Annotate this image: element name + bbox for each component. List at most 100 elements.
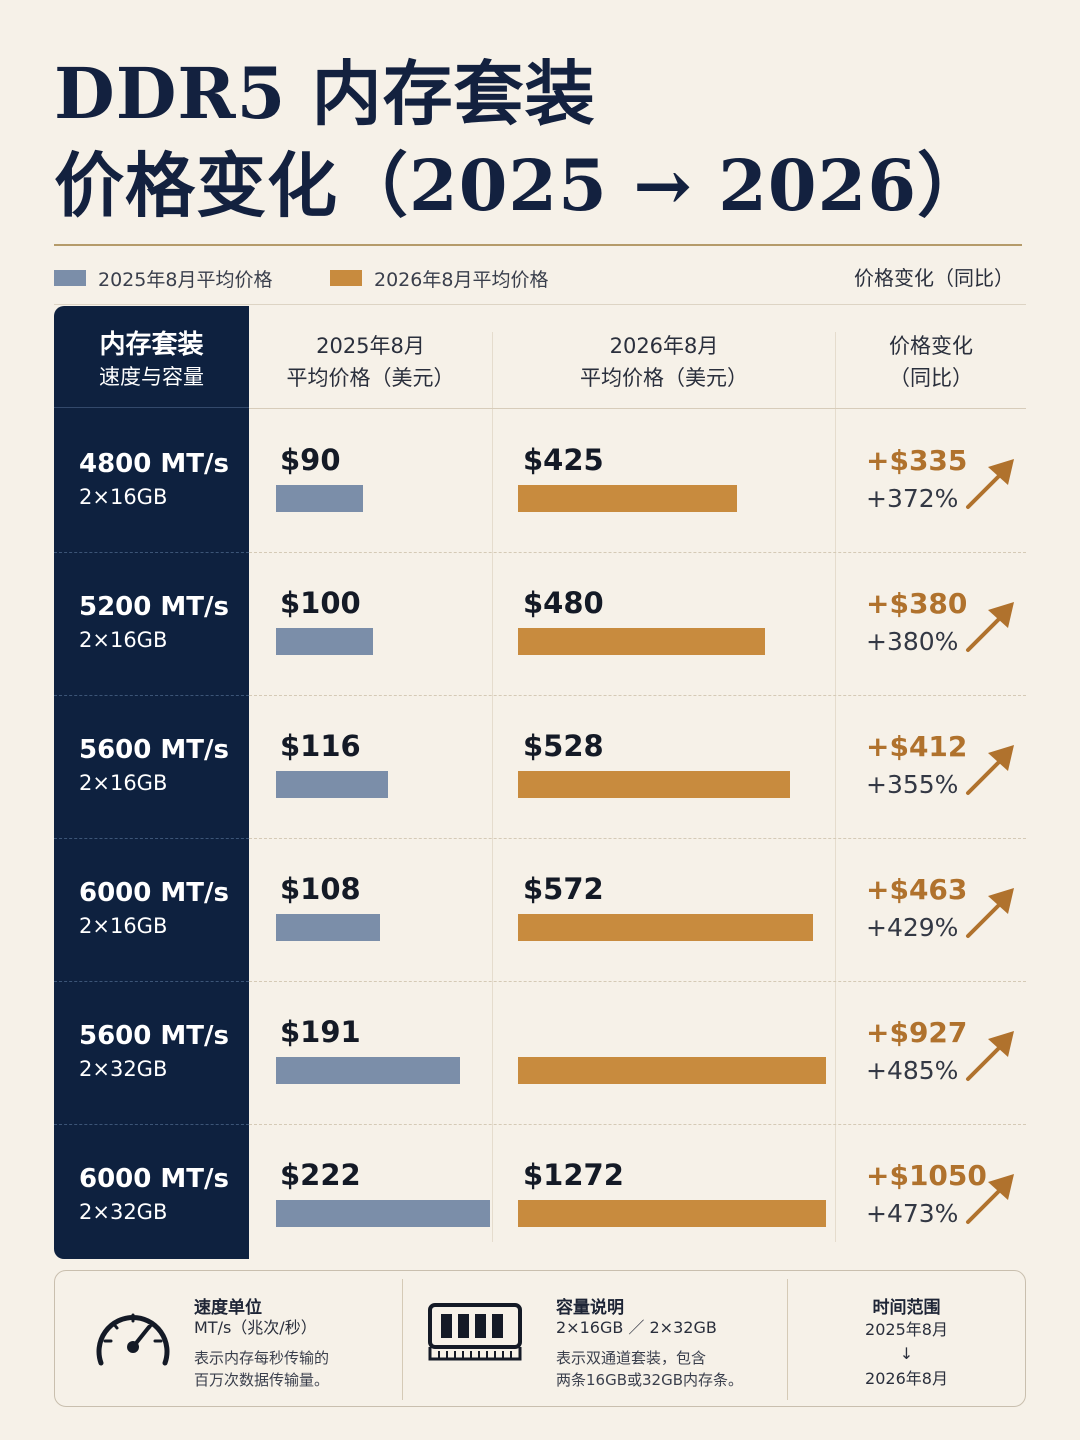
legend-label-2025: 2025年8月平均价格 — [98, 268, 273, 291]
speed-unit-desc-1: 表示内存每秒传输的 — [194, 1349, 330, 1367]
legend-item-2026: 2026年8月平均价格 — [330, 262, 548, 294]
kit-capacity: 2×16GB — [79, 914, 168, 938]
change-percent: +380% — [866, 627, 959, 656]
trend-up-arrow-icon — [966, 1174, 1014, 1224]
trend-up-arrow-icon — [966, 888, 1014, 938]
row-divider — [249, 981, 1026, 982]
header-2026-line2: 平均价格（美元） — [580, 366, 748, 390]
kit-speed: 6000 MT/s — [79, 878, 229, 908]
header-2026-line1: 2026年8月 — [609, 334, 719, 358]
price-label-2026: $480 — [523, 586, 604, 620]
footer-legend-box: 速度单位 MT/s（兆次/秒） 表示内存每秒传输的 百万次数据传输量。 容量说明… — [54, 1270, 1026, 1407]
kit-header-title: 内存套装 — [99, 330, 204, 360]
bar-2025 — [276, 628, 373, 655]
bar-2026 — [518, 485, 737, 512]
trend-up-arrow-icon — [966, 1031, 1014, 1081]
kit-row-divider — [54, 838, 249, 839]
kit-column: 内存套装 速度与容量 4800 MT/s 2×16GB 5200 MT/s 2×16G… — [54, 306, 249, 1259]
kit-speed: 4800 MT/s — [79, 449, 229, 479]
price-label-2025: $191 — [280, 1015, 361, 1049]
kit-capacity: 2×16GB — [79, 628, 168, 652]
change-amount: +$412 — [866, 730, 968, 763]
bar-2025 — [276, 1057, 460, 1084]
kit-header-subtitle: 速度与容量 — [99, 365, 204, 389]
time-range-from: 2025年8月 — [865, 1320, 948, 1339]
row-divider — [249, 552, 1026, 553]
price-label-2026: $425 — [523, 443, 604, 477]
price-label-2026: $528 — [523, 729, 604, 763]
legend-change-label: 价格变化（同比） — [854, 266, 1014, 290]
header-2025-line1: 2025年8月 — [316, 334, 425, 358]
kit-cell: 4800 MT/s 2×16GB — [54, 409, 249, 552]
row-divider — [249, 1124, 1026, 1125]
kit-capacity: 2×16GB — [79, 485, 168, 509]
bar-2025 — [276, 914, 380, 941]
header-change-line2: （同比） — [889, 366, 973, 390]
price-label-2026: $1272 — [523, 1158, 624, 1192]
speedometer-icon — [96, 1313, 170, 1366]
change-amount: +$927 — [866, 1016, 968, 1049]
kit-cell: 6000 MT/s 2×16GB — [54, 838, 249, 981]
header-2025-line2: 平均价格（美元） — [286, 366, 455, 390]
legend-swatch-2025 — [54, 270, 86, 286]
kit-speed: 6000 MT/s — [79, 1164, 229, 1194]
speed-unit-title: 速度单位 — [194, 1298, 262, 1318]
speed-unit-value: MT/s（兆次/秒） — [194, 1318, 317, 1337]
capacity-value: 2×16GB ／ 2×32GB — [556, 1318, 717, 1337]
change-percent: +485% — [866, 1056, 959, 1085]
bar-2026 — [518, 1057, 826, 1084]
price-label-2025: $108 — [280, 872, 361, 906]
trend-up-arrow-icon — [966, 459, 1014, 509]
page-title-line1: DDR5 内存套装 — [54, 52, 596, 135]
row-divider — [249, 838, 1026, 839]
kit-capacity: 2×16GB — [79, 771, 168, 795]
trend-up-arrow-icon — [966, 602, 1014, 652]
kit-speed: 5200 MT/s — [79, 592, 229, 622]
kit-row-divider — [54, 981, 249, 982]
kit-row-divider — [54, 1124, 249, 1125]
title-block: DDR5 内存套装 价格变化（2025 → 2026） — [54, 48, 1034, 232]
change-amount: +$380 — [866, 587, 968, 620]
change-percent: +372% — [866, 484, 959, 513]
capacity-desc-1: 表示双通道套装，包含 — [556, 1349, 707, 1367]
price-label-2025: $116 — [280, 729, 361, 763]
change-percent: +429% — [866, 913, 959, 942]
time-range-arrow: ↓ — [899, 1344, 914, 1363]
bar-2026 — [518, 914, 813, 941]
kit-column-header: 内存套装 速度与容量 — [54, 306, 249, 408]
change-percent: +473% — [866, 1199, 959, 1228]
kit-speed: 5600 MT/s — [79, 735, 229, 765]
kit-cell: 5600 MT/s 2×16GB — [54, 695, 249, 838]
bar-2025 — [276, 485, 363, 512]
header-2025: 2025年8月 平均价格（美元） — [249, 330, 492, 394]
header-2026: 2026年8月 平均价格（美元） — [493, 330, 835, 394]
speed-unit-desc-2: 百万次数据传输量。 — [194, 1371, 330, 1389]
change-percent: +355% — [866, 770, 959, 799]
change-amount: +$335 — [866, 444, 968, 477]
bar-2026 — [518, 771, 790, 798]
legend-label-2026: 2026年8月平均价格 — [374, 268, 549, 291]
row-divider — [249, 695, 1026, 696]
header-divider — [249, 408, 1026, 409]
title-divider — [54, 244, 1022, 246]
capacity-desc-2: 两条16GB或32GB内存条。 — [556, 1371, 744, 1389]
kit-cell: 6000 MT/s 2×32GB — [54, 1124, 249, 1267]
kit-row-divider — [54, 695, 249, 696]
change-amount: +$463 — [866, 873, 968, 906]
kit-capacity: 2×32GB — [79, 1200, 168, 1224]
kit-speed: 5600 MT/s — [79, 1021, 229, 1051]
page-title-line2: 价格变化（2025 → 2026） — [54, 144, 989, 227]
legend-divider — [54, 304, 1026, 305]
column-divider-2 — [835, 332, 836, 1242]
header-change-line1: 价格变化 — [889, 334, 973, 358]
memory-module-icon — [428, 1303, 522, 1361]
capacity-title: 容量说明 — [556, 1298, 624, 1318]
price-label-2026: $572 — [523, 872, 604, 906]
column-divider-1 — [492, 332, 493, 1242]
kit-capacity: 2×32GB — [79, 1057, 168, 1081]
trend-up-arrow-icon — [966, 745, 1014, 795]
bar-2025 — [276, 1200, 490, 1227]
header-change: 价格变化 （同比） — [836, 330, 1026, 394]
time-range-title: 时间范围 — [872, 1298, 941, 1318]
kit-cell: 5600 MT/s 2×32GB — [54, 981, 249, 1124]
